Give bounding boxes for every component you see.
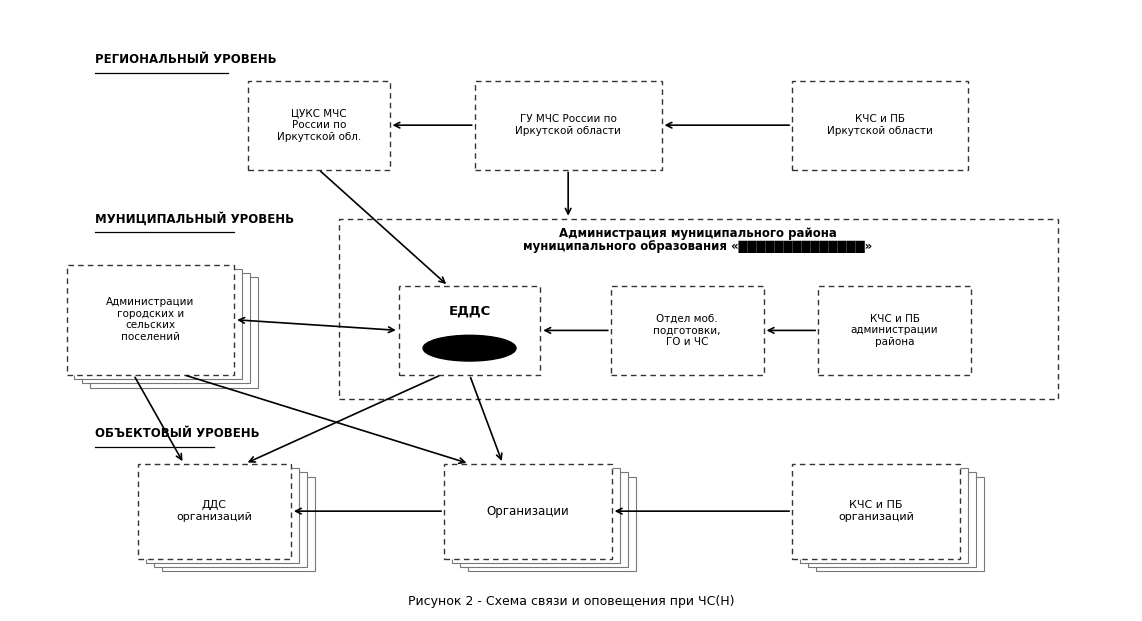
Text: ЕДДС: ЕДДС <box>449 304 491 317</box>
Text: ГУ МЧС России по
Иркутской области: ГУ МЧС России по Иркутской области <box>515 114 621 136</box>
FancyBboxPatch shape <box>475 81 661 170</box>
Text: Администрация муниципального района: Администрация муниципального района <box>560 227 837 240</box>
FancyBboxPatch shape <box>611 286 764 375</box>
Text: МУНИЦИПАЛЬНЫЙ УРОВЕНЬ: МУНИЦИПАЛЬНЫЙ УРОВЕНЬ <box>95 212 293 225</box>
FancyBboxPatch shape <box>444 464 612 559</box>
Text: ОБЪЕКТОВЫЙ УРОВЕНЬ: ОБЪЕКТОВЫЙ УРОВЕНЬ <box>95 427 259 440</box>
FancyBboxPatch shape <box>338 219 1059 399</box>
FancyBboxPatch shape <box>399 286 540 375</box>
FancyBboxPatch shape <box>146 468 299 563</box>
FancyBboxPatch shape <box>801 468 967 563</box>
FancyBboxPatch shape <box>793 464 959 559</box>
Text: Организации: Организации <box>486 505 570 518</box>
FancyBboxPatch shape <box>162 476 315 571</box>
FancyBboxPatch shape <box>66 265 234 375</box>
FancyBboxPatch shape <box>74 269 242 379</box>
FancyBboxPatch shape <box>468 476 636 571</box>
Text: Рисунок 2 - Схема связи и оповещения при ЧС(Н): Рисунок 2 - Схема связи и оповещения при… <box>408 595 734 608</box>
FancyBboxPatch shape <box>815 476 983 571</box>
FancyBboxPatch shape <box>138 464 291 559</box>
Text: КЧС и ПБ
администрации
района: КЧС и ПБ администрации района <box>851 314 939 347</box>
FancyBboxPatch shape <box>452 468 620 563</box>
Text: КЧС и ПБ
организаций: КЧС и ПБ организаций <box>838 501 914 522</box>
Text: муниципального образования «██████████████»: муниципального образования «████████████… <box>523 240 872 253</box>
FancyBboxPatch shape <box>82 273 250 383</box>
Text: Отдел моб.
подготовки,
ГО и ЧС: Отдел моб. подготовки, ГО и ЧС <box>653 314 721 347</box>
Ellipse shape <box>423 335 516 361</box>
Text: КЧС и ПБ
Иркутской области: КЧС и ПБ Иркутской области <box>827 114 933 136</box>
FancyBboxPatch shape <box>818 286 971 375</box>
Text: ДДС
организаций: ДДС организаций <box>177 501 252 522</box>
FancyBboxPatch shape <box>154 472 307 567</box>
Text: РЕГИОНАЛЬНЫЙ УРОВЕНЬ: РЕГИОНАЛЬНЫЙ УРОВЕНЬ <box>95 53 276 66</box>
FancyBboxPatch shape <box>248 81 389 170</box>
Text: ЦУКС МЧС
России по
Иркутской обл.: ЦУКС МЧС России по Иркутской обл. <box>276 109 361 142</box>
FancyBboxPatch shape <box>793 81 967 170</box>
Text: Администрации
городских и
сельских
поселений: Администрации городских и сельских посел… <box>106 297 194 342</box>
FancyBboxPatch shape <box>90 278 258 388</box>
FancyBboxPatch shape <box>460 472 628 567</box>
FancyBboxPatch shape <box>807 472 975 567</box>
